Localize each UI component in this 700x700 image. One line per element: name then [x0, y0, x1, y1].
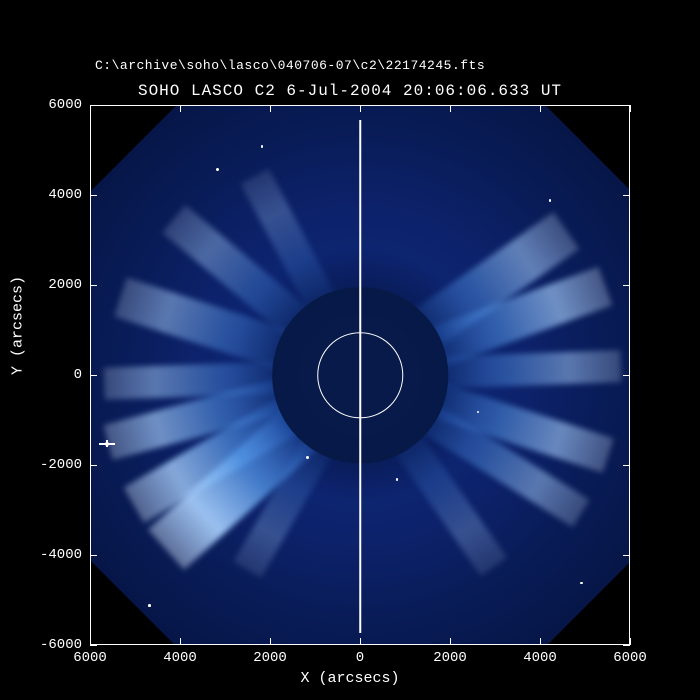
background-star	[306, 456, 309, 459]
y-tick	[623, 375, 630, 376]
page-root: C:\archive\soho\lasco\040706-07\c2\22174…	[0, 0, 700, 700]
x-tick	[450, 105, 451, 112]
y-tick	[623, 645, 630, 646]
background-star	[396, 478, 398, 480]
x-tick-label: 0	[356, 650, 364, 666]
y-tick	[90, 465, 97, 466]
x-tick-label: 2000	[253, 650, 287, 666]
x-tick	[630, 105, 631, 112]
x-tick-label: 4000	[163, 650, 197, 666]
x-tick	[450, 638, 451, 645]
x-tick-label: 4000	[523, 650, 557, 666]
y-tick	[90, 195, 97, 196]
x-tick	[540, 105, 541, 112]
y-tick	[623, 465, 630, 466]
y-tick-label: -2000	[32, 457, 82, 473]
bright-star-core	[105, 442, 109, 446]
y-tick-label: 4000	[32, 187, 82, 203]
file-path-text: C:\archive\soho\lasco\040706-07\c2\22174…	[95, 58, 485, 73]
y-tick	[90, 555, 97, 556]
y-tick	[90, 105, 97, 106]
x-tick	[540, 638, 541, 645]
plot-title: SOHO LASCO C2 6-Jul-2004 20:06:06.633 UT	[0, 82, 700, 100]
y-tick-label: 6000	[32, 97, 82, 113]
x-tick	[360, 105, 361, 112]
y-tick-label: 2000	[32, 277, 82, 293]
x-tick	[270, 638, 271, 645]
x-tick	[360, 638, 361, 645]
y-tick	[90, 285, 97, 286]
background-star	[261, 145, 263, 147]
x-tick	[180, 638, 181, 645]
x-tick-label: 2000	[433, 650, 467, 666]
y-tick	[623, 285, 630, 286]
y-tick	[623, 195, 630, 196]
y-tick-label: 0	[32, 367, 82, 383]
occulter-pylon	[359, 120, 361, 633]
y-tick	[623, 555, 630, 556]
y-tick	[623, 105, 630, 106]
x-tick	[90, 638, 91, 645]
y-tick	[90, 645, 97, 646]
x-tick	[180, 105, 181, 112]
y-tick	[90, 375, 97, 376]
x-tick	[270, 105, 271, 112]
x-tick	[90, 105, 91, 112]
x-tick	[630, 638, 631, 645]
plot-area	[90, 105, 630, 645]
y-axis-label: Y (arcsecs)	[10, 276, 27, 375]
x-axis-label: X (arcsecs)	[0, 670, 700, 687]
y-tick-label: -4000	[32, 547, 82, 563]
background-star	[148, 604, 151, 607]
y-tick-label: -6000	[32, 637, 82, 653]
background-star	[216, 168, 219, 171]
x-tick-label: 6000	[613, 650, 647, 666]
